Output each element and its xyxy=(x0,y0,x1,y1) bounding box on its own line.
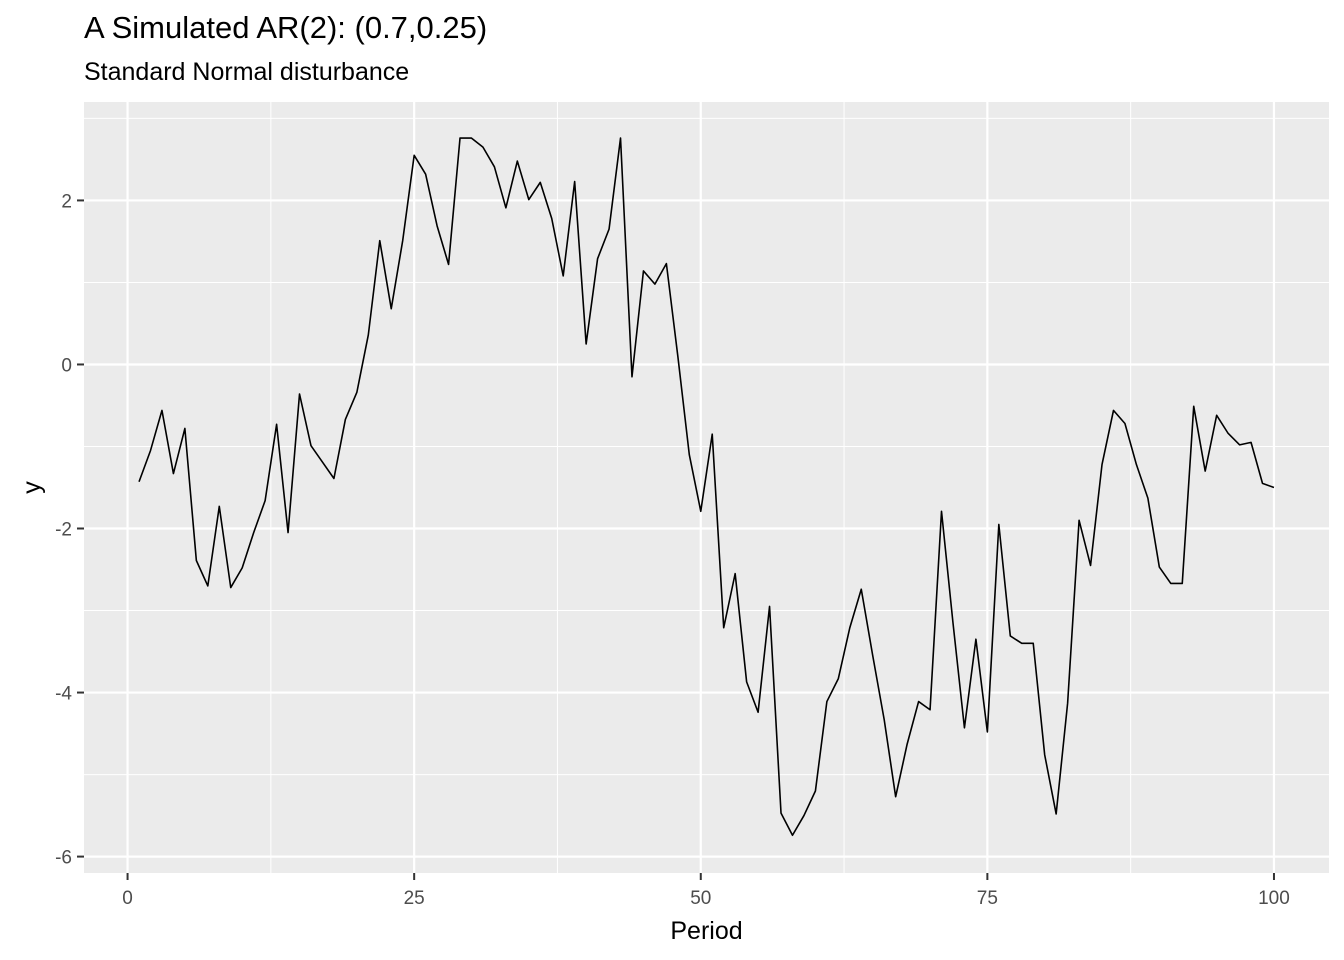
y-axis: -6 -4 -2 0 2 xyxy=(55,191,84,869)
major-gridlines xyxy=(84,102,1329,873)
chart-subtitle: Standard Normal disturbance xyxy=(84,58,410,86)
x-tick-label: 25 xyxy=(404,888,425,909)
x-tick-label: 100 xyxy=(1258,888,1290,909)
x-tick-label: 0 xyxy=(122,888,133,909)
y-tick-label: -2 xyxy=(55,520,72,541)
series-line xyxy=(138,137,1275,837)
y-tick-label: 0 xyxy=(61,355,72,376)
x-axis-title: Period xyxy=(670,917,742,945)
chart-title: A Simulated AR(2): (0.7,0.25) xyxy=(84,10,488,45)
y-tick-label: -4 xyxy=(55,684,72,705)
y-axis-title: y xyxy=(18,481,46,494)
x-tick-label: 75 xyxy=(977,888,998,909)
x-tick-label: 50 xyxy=(690,888,711,909)
y-tick-label: 2 xyxy=(61,191,72,212)
x-axis: 0 25 50 75 100 xyxy=(122,873,1290,909)
minor-gridlines xyxy=(84,102,1329,873)
y-tick-label: -6 xyxy=(55,848,72,869)
